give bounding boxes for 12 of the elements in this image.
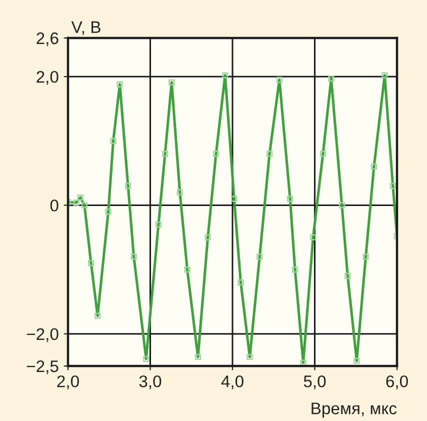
y-tick-label: 0 (50, 200, 58, 212)
x-axis-title: Время, мкс (312, 402, 397, 418)
y-tick-label: −2,0 (26, 328, 58, 342)
x-tick-label: 2,0 (57, 375, 79, 390)
x-tick-label: 6,0 (386, 375, 408, 390)
y-tick-label: 2,6 (36, 32, 58, 46)
x-tick-label: 5,0 (304, 375, 326, 390)
y-tick-label: −2,5 (26, 360, 58, 374)
y-tick-label: 2,0 (36, 70, 58, 85)
x-tick-label: 4,0 (221, 375, 244, 390)
y-axis-title: V, В (71, 21, 100, 36)
x-tick-label: 3,0 (139, 375, 162, 390)
